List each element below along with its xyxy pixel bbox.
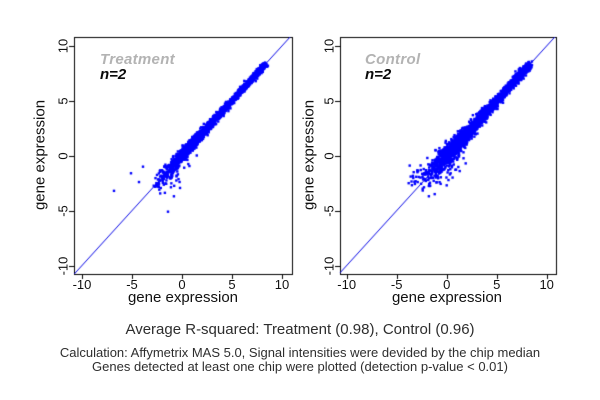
y-tick-label-treatment: -10 [55, 256, 71, 275]
y-axis-title-control: gene expression [300, 99, 318, 211]
x-tick-label-treatment: -10 [72, 277, 92, 292]
y-tick-label-treatment: 5 [55, 97, 71, 105]
y-tick-label-control: 5 [321, 97, 337, 105]
x-tick-label-control: 10 [539, 277, 554, 292]
y-tick-label-treatment: 10 [55, 38, 71, 54]
footnote-calculation: Calculation: Affymetrix MAS 5.0, Signal … [59, 345, 541, 360]
footnote-detection: Genes detected at least one chip were pl… [92, 359, 508, 374]
x-tick-label-control: -10 [337, 277, 357, 292]
x-tick-label-control: -5 [390, 277, 403, 292]
panel-n-label-control: n=2 [365, 66, 392, 83]
panel-title-treatment: Treatment [100, 51, 175, 68]
y-tick-label-treatment: 0 [55, 152, 71, 160]
x-tick-label-treatment: 0 [178, 277, 186, 292]
x-tick-label-treatment: -5 [126, 277, 138, 292]
y-tick-label-control: -10 [321, 256, 337, 275]
x-tick-label-treatment: 5 [228, 277, 236, 292]
y-tick-label-control: 0 [321, 152, 337, 160]
y-axis-title-treatment: gene expression [31, 99, 49, 211]
caption-r-squared: Average R-squared: Treatment (0.98), Con… [125, 321, 475, 338]
y-tick-label-control: 10 [321, 38, 337, 54]
x-tick-label-control: 0 [443, 277, 451, 292]
panel-n-label-treatment: n=2 [100, 66, 127, 83]
x-axis-title-treatment: gene expression [127, 289, 239, 306]
y-tick-label-treatment: -5 [55, 204, 71, 217]
x-tick-label-control: 5 [493, 277, 501, 292]
y-tick-label-control: -5 [321, 204, 337, 217]
x-tick-label-treatment: 10 [274, 277, 290, 292]
panel-title-control: Control [365, 51, 421, 68]
x-axis-title-control: gene expression [391, 289, 503, 306]
